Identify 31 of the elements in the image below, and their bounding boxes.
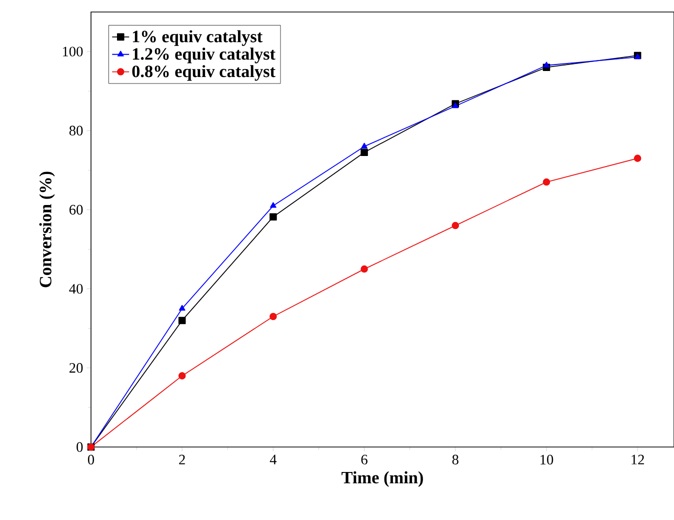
x-tick-label: 6 <box>361 454 368 464</box>
y-tick-label: 40 <box>69 284 83 294</box>
point <box>270 213 277 220</box>
y-tick-label: 0 <box>76 442 83 452</box>
point <box>452 222 460 230</box>
y-tick-label: 100 <box>62 46 83 56</box>
point <box>178 316 186 324</box>
point <box>270 202 276 208</box>
point <box>270 312 277 320</box>
y-axis-title: Conversion (%) <box>39 172 55 288</box>
x-axis-title: Time (min) <box>342 471 423 487</box>
point <box>361 142 368 148</box>
legend-label: 1% equiv catalyst <box>132 30 263 46</box>
y-tick-label: 60 <box>69 204 83 215</box>
x-tick-label: 0 <box>88 454 94 464</box>
y-tick-label: 80 <box>69 126 83 136</box>
point <box>543 62 550 68</box>
point <box>178 304 186 311</box>
point <box>178 372 186 380</box>
y-tick-label: 20 <box>70 363 83 373</box>
x-tick-label: 12 <box>632 454 644 464</box>
point <box>360 265 368 273</box>
x-tick-label: 10 <box>540 454 554 464</box>
legend-label: 0.8% equiv catalyst <box>132 65 276 81</box>
point <box>634 154 642 162</box>
x-tick-label: 4 <box>270 454 277 464</box>
point <box>542 178 550 186</box>
legend-label: 1.2% equiv catalyst <box>132 48 276 64</box>
x-tick-label: 8 <box>452 454 458 464</box>
point <box>360 148 368 156</box>
x-tick-label: 2 <box>179 454 185 464</box>
